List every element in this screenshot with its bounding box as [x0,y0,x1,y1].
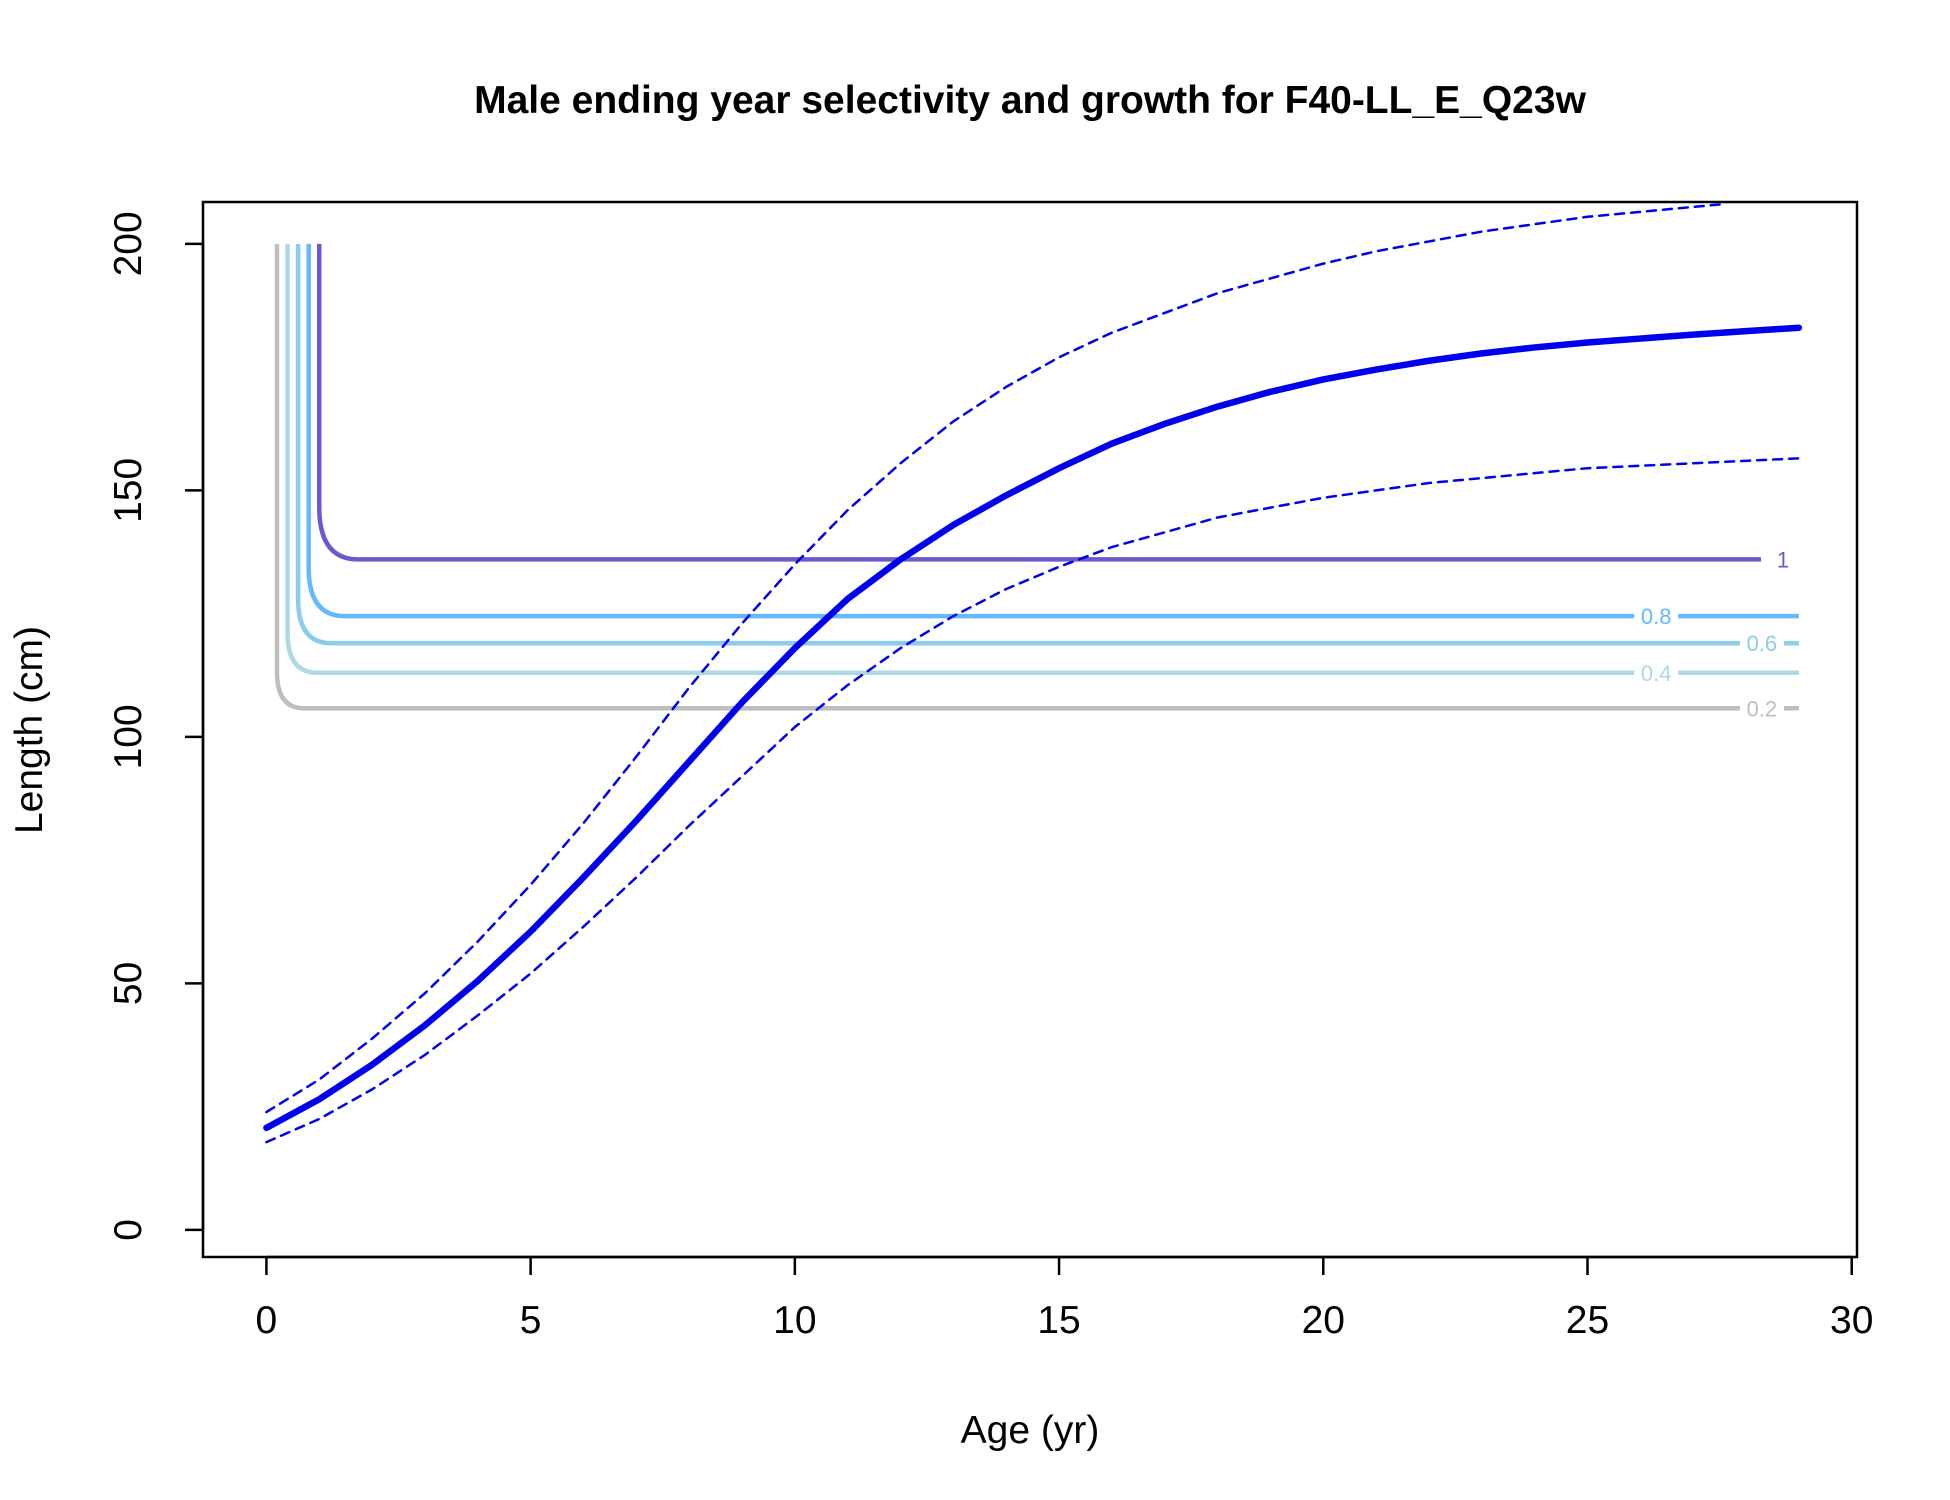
contour-label: 0.6 [1747,631,1778,656]
x-tick-label: 15 [1037,1299,1080,1342]
selectivity-contour-line [295,243,1799,646]
growth-lower-ci-line [265,457,1801,1144]
contour-label-bg [1761,545,1806,574]
contour-label-bg [1739,629,1784,658]
y-tick-label: 50 [107,962,150,1005]
y-tick-label: 150 [107,458,150,523]
y-tick-label: 0 [107,1219,150,1241]
chart-title: Male ending year selectivity and growth … [474,79,1586,122]
y-tick-label: 100 [107,704,150,769]
x-tick-label: 5 [520,1299,542,1342]
x-tick-label: 30 [1830,1299,1873,1342]
growth-mean-line [263,324,1803,1132]
selectivity-contour-line [317,243,1799,562]
y-axis: 0 50 100 150 200 [107,211,205,1241]
contour-label: 0.8 [1641,604,1672,629]
selectivity-contour-line [306,243,1799,619]
x-axis-label: Age (yr) [961,1409,1100,1452]
x-tick-label: 25 [1566,1299,1609,1342]
contour-label: 0.2 [1747,696,1778,721]
x-tick-label: 0 [256,1299,278,1342]
plot-frame [201,200,1859,1259]
selectivity-contours: 0.2 0.4 0.6 0.8 1 [274,243,1806,723]
selectivity-contour-line [285,243,1799,676]
x-tick-label: 20 [1302,1299,1345,1342]
growth-upper-ci-line [265,203,1721,1114]
contour-label: 0.4 [1641,661,1672,686]
contour-label-bg [1634,658,1679,687]
y-axis-label: Length (cm) [8,626,51,834]
x-axis: 0 5 10 15 20 25 30 [256,1255,1873,1342]
contour-label-bg [1634,602,1679,631]
growth-curves [263,203,1803,1144]
contour-label-bg [1739,694,1784,723]
x-tick-label: 10 [773,1299,816,1342]
contour-label: 1 [1777,547,1789,572]
selectivity-contour-line [274,243,1799,711]
y-tick-label: 200 [107,211,150,276]
